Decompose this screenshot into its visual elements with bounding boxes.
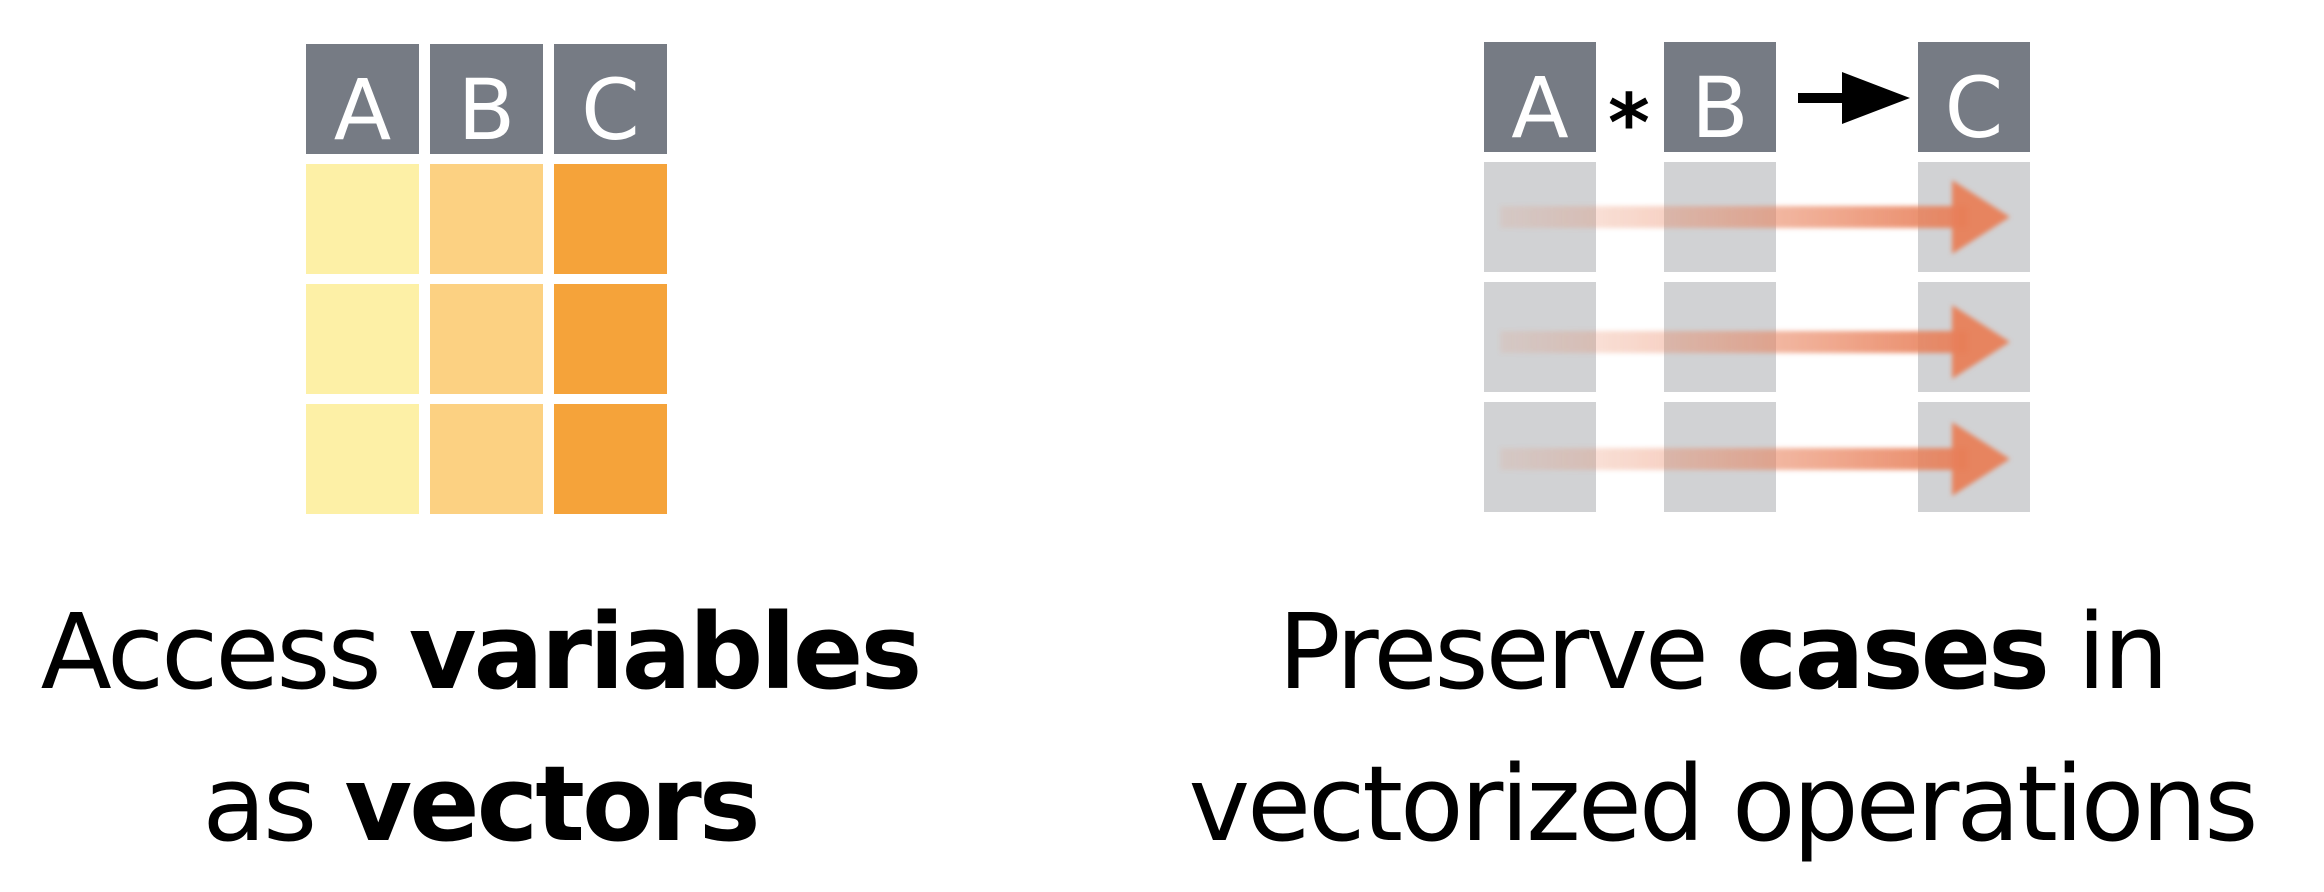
cell-b-row1	[430, 164, 543, 274]
row-arrow-2-icon	[1500, 305, 2010, 379]
assign-arrow-icon	[1798, 72, 1910, 124]
cell-c-row3	[554, 404, 667, 514]
cell-a-row3	[306, 404, 419, 514]
right-caption-line1-bold: cases	[1735, 591, 2050, 713]
header-c-right-label: C	[1944, 59, 2004, 157]
row-arrow-3-icon	[1500, 422, 2010, 496]
header-a-label: A	[333, 61, 392, 159]
header-a-right: A	[1484, 42, 1596, 152]
cell-a-row1	[306, 164, 419, 274]
left-caption-line2: as vectors	[0, 752, 960, 856]
cell-c-row1	[554, 164, 667, 274]
right-caption-line1-plain-a: Preserve	[1278, 591, 1736, 713]
cell-c-row2	[554, 284, 667, 394]
multiply-operator: *	[1608, 84, 1650, 164]
cell-b-row3	[430, 404, 543, 514]
left-caption-line2-bold: vectors	[344, 743, 760, 865]
arrows-overlay	[1500, 72, 2010, 496]
left-caption-line1-bold: variables	[408, 591, 923, 713]
right-panel: A B C *	[1120, 0, 2324, 892]
multiply-symbol: *	[1608, 77, 1650, 170]
header-c: C	[554, 44, 667, 154]
right-caption-line2: vectorized operations	[1120, 752, 2324, 856]
right-caption-line1: Preserve cases in	[1120, 600, 2324, 704]
cell-b-row2	[430, 284, 543, 394]
header-b-right: B	[1664, 42, 1776, 152]
left-panel: A B C Access variables as vectors	[0, 0, 1120, 892]
right-caption-line2-text: vectorized operations	[1188, 743, 2259, 865]
left-caption-line2-plain: as	[202, 743, 345, 865]
header-a-right-label: A	[1511, 59, 1569, 157]
header-c-label: C	[581, 61, 640, 159]
header-a: A	[306, 44, 419, 154]
left-caption-line1-plain: Access	[40, 591, 409, 713]
row-arrow-1-icon	[1500, 180, 2010, 254]
header-b-label: B	[457, 61, 516, 159]
header-c-right: C	[1918, 42, 2030, 152]
left-caption-line1: Access variables	[0, 600, 960, 704]
header-b: B	[430, 44, 543, 154]
header-b-right-label: B	[1691, 59, 1749, 157]
right-caption-line1-plain-b: in	[2047, 591, 2169, 713]
cell-a-row2	[306, 284, 419, 394]
